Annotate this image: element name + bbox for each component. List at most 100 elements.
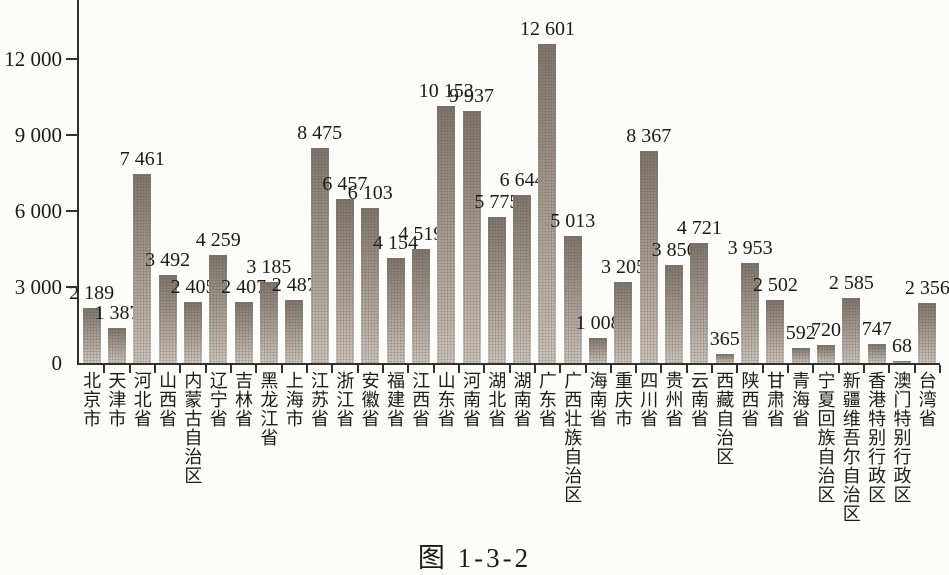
bar <box>741 262 760 363</box>
x-axis-label: 四川省 <box>638 371 659 428</box>
x-tick <box>457 365 460 373</box>
bar <box>386 257 405 363</box>
x-tick <box>356 365 359 373</box>
bar <box>614 281 633 363</box>
x-axis-label: 上海市 <box>283 371 304 428</box>
bar-value-label: 2 585 <box>828 271 874 294</box>
x-axis-label: 香港特别行政区 <box>866 371 887 504</box>
x-axis-label: 新疆维吾尔自治区 <box>840 371 861 523</box>
bar <box>183 302 202 363</box>
x-axis-label: 安徽省 <box>359 371 380 428</box>
x-axis-label: 台湾省 <box>916 371 937 428</box>
x-tick <box>483 365 486 373</box>
y-tick-label: 0 <box>51 351 63 375</box>
bar <box>487 216 506 363</box>
bar-value-label: 5 775 <box>474 190 520 213</box>
x-axis-label: 甘肃省 <box>764 371 785 428</box>
bar-value-label: 4 154 <box>373 231 419 254</box>
x-tick <box>761 365 764 373</box>
bar <box>867 344 886 363</box>
bar-value-label: 2 487 <box>271 274 317 296</box>
figure-caption: 图 1-3-2 <box>417 543 532 573</box>
bar-value-label: 6 103 <box>347 182 393 205</box>
x-axis-label: 陕西省 <box>739 371 760 428</box>
x-axis-label: 内蒙古自治区 <box>182 371 203 485</box>
x-tick <box>154 365 156 373</box>
x-axis-label: 西藏自治区 <box>714 371 735 466</box>
bar <box>158 274 177 363</box>
bar <box>639 151 658 363</box>
x-tick <box>204 365 207 373</box>
x-axis-label: 黑龙江省 <box>258 371 279 447</box>
y-tick <box>66 210 78 212</box>
bar <box>715 353 734 363</box>
bar-value-label: 12 601 <box>519 17 575 40</box>
x-tick <box>128 365 131 373</box>
x-tick <box>913 365 916 373</box>
x-tick <box>685 365 688 373</box>
x-axis-label: 山西省 <box>157 371 178 428</box>
x-axis-label: 吉林省 <box>233 371 254 428</box>
x-axis-label: 云南省 <box>688 371 709 428</box>
bar-value-label: 8 367 <box>626 125 672 147</box>
bar <box>817 344 836 363</box>
bar-value-label: 6 457 <box>322 173 368 196</box>
bar <box>335 199 354 363</box>
bar-value-label: 747 <box>861 318 892 341</box>
bar <box>589 337 608 363</box>
x-tick <box>787 365 790 373</box>
bar-value-label: 10 153 <box>418 79 474 102</box>
x-tick <box>888 365 891 373</box>
bar <box>310 148 329 363</box>
bar-value-label: 3 185 <box>246 256 292 279</box>
bar-value-label: 2 405 <box>170 276 216 299</box>
bar-value-label: 2 502 <box>752 273 798 296</box>
y-tick-label: 12 000 <box>4 47 62 71</box>
bar-value-label: 3 953 <box>727 236 773 259</box>
x-axis-label: 浙江省 <box>334 371 355 428</box>
x-axis-label: 福建省 <box>384 371 405 428</box>
y-tick <box>66 58 78 60</box>
x-tick <box>609 365 612 373</box>
bar-value-label: 4 721 <box>676 217 722 240</box>
plot-area: 2 189 1 387 7 461 3 492 2 405 4 259 2 407 3 185… <box>69 0 949 373</box>
x-tick <box>812 365 815 373</box>
x-axis-label: 海南省 <box>587 371 608 428</box>
x-axis-label: 江苏省 <box>309 371 330 428</box>
x-axis-label: 江西省 <box>410 371 431 428</box>
bar <box>842 297 861 363</box>
y-tick-label: 9 000 <box>14 123 62 147</box>
x-tick <box>939 365 941 373</box>
x-tick <box>229 365 232 373</box>
x-axis-label: 天津市 <box>106 371 127 428</box>
y-tick <box>66 286 78 288</box>
x-tick <box>559 365 562 373</box>
bar-value-label: 720 <box>811 318 842 341</box>
bar-value-label: 8 475 <box>297 122 343 145</box>
bar-value-label: 1 008 <box>575 311 621 334</box>
x-axis-label: 河南省 <box>460 371 481 428</box>
y-tick-label: 3 000 <box>14 275 62 299</box>
bar-value-label: 1 387 <box>94 301 140 324</box>
bar <box>285 300 304 363</box>
x-tick <box>711 365 714 373</box>
bar-value-label: 2 407 <box>221 276 267 298</box>
bar <box>462 111 481 363</box>
x-tick <box>660 365 663 373</box>
x-tick <box>407 365 410 373</box>
x-axis-label: 澳门特别行政区 <box>891 371 912 504</box>
x-axis-label: 青海省 <box>790 371 811 428</box>
x-tick <box>331 365 334 373</box>
bar <box>133 174 152 363</box>
y-tick <box>66 134 78 136</box>
x-axis-label: 湖北省 <box>486 371 507 428</box>
x-tick <box>736 365 739 373</box>
bar <box>437 105 456 363</box>
bar <box>259 282 278 363</box>
bar <box>209 255 228 363</box>
bar-value-label: 9 937 <box>449 85 494 108</box>
x-axis-label: 山东省 <box>435 371 456 428</box>
x-tick <box>305 365 308 373</box>
x-axis-label: 广西壮族自治区 <box>562 371 583 504</box>
